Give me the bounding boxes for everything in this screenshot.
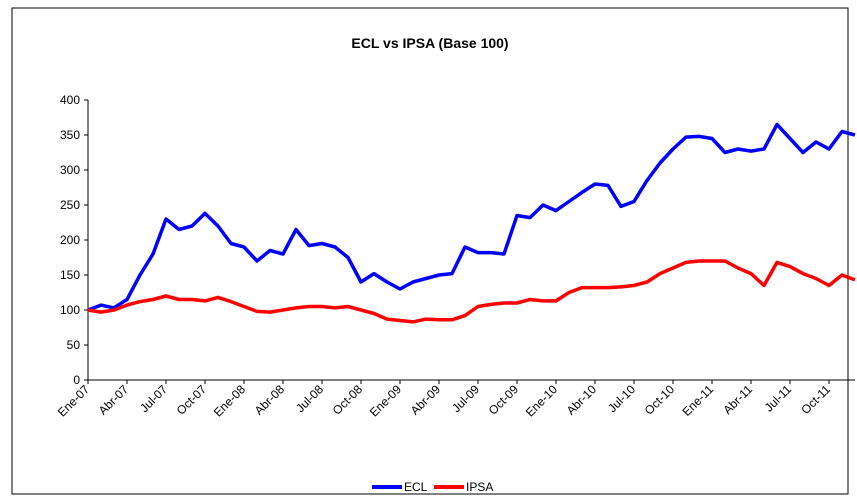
y-tick-label: 200: [60, 233, 80, 247]
y-tick-label: 400: [60, 93, 80, 107]
y-tick-label: 250: [60, 198, 80, 212]
series-line: [87, 122, 856, 312]
chart-title: ECL vs IPSA (Base 100): [351, 35, 508, 51]
y-tick-label: 300: [60, 163, 80, 177]
legend-label: IPSA: [466, 480, 493, 494]
y-tick-label: 350: [60, 128, 80, 142]
y-tick-label: 0: [73, 373, 80, 387]
legend-label: ECL: [404, 480, 428, 494]
y-tick-label: 50: [67, 338, 81, 352]
y-tick-label: 150: [60, 268, 80, 282]
y-tick-label: 100: [60, 303, 80, 317]
chart-frame: [11, 7, 849, 495]
series-line: [87, 259, 856, 324]
